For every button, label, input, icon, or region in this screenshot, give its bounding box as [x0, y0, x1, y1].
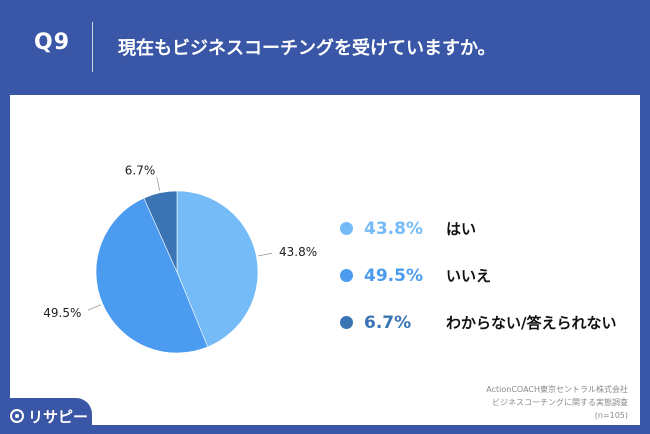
pie-chart: 43.8% 49.5% 6.7% — [43, 163, 317, 354]
logo-mark-icon — [10, 409, 24, 423]
source-line-survey: ビジネスコーチングに関する実態調査 — [492, 398, 628, 407]
legend-label-unsure: わからない/答えられない — [446, 314, 617, 332]
legend-percent-unsure: 6.7% — [364, 312, 412, 333]
legend-percent-yes: 43.8% — [364, 218, 423, 239]
legend-item-no: 49.5% いいえ — [340, 252, 616, 299]
legend-dot-yes — [340, 222, 353, 235]
pie-label-unsure-leader — [156, 177, 161, 191]
pie-label-yes-leader — [258, 252, 273, 257]
pie-slice-no — [95, 197, 209, 354]
legend: 43.8% はい 49.5% いいえ 6.7% わからない/答えられない — [340, 205, 616, 346]
header-banner: Q9 現在もビジネスコーチングを受けていますか。 — [0, 0, 650, 95]
pie-label-yes: 43.8% — [279, 245, 317, 259]
legend-label-no: いいえ — [446, 267, 492, 285]
question-number: Q9 — [34, 30, 71, 55]
legend-item-yes: 43.8% はい — [340, 205, 616, 252]
source-note: ActionCOACH東京セントラル株式会社 ビジネスコーチングに関する実態調査… — [486, 383, 628, 422]
logo-text: リサピー — [28, 407, 89, 426]
legend-dot-no — [340, 269, 353, 282]
chart-card: 43.8% 49.5% 6.7% 43.8% はい 49.5% いいえ 6.7% わ… — [10, 95, 640, 425]
source-line-company: ActionCOACH東京セントラル株式会社 — [486, 385, 628, 394]
legend-item-unsure: 6.7% わからない/答えられない — [340, 299, 616, 346]
legend-dot-unsure — [340, 316, 353, 329]
pie-label-unsure: 6.7% — [125, 163, 156, 177]
brand-logo: リサピー — [0, 398, 92, 434]
legend-percent-no: 49.5% — [364, 265, 423, 286]
legend-label-yes: はい — [446, 220, 477, 238]
pie-slice-unsure — [143, 190, 178, 273]
header-divider — [92, 22, 93, 72]
source-line-sample: (n=105) — [594, 411, 628, 420]
pie-label-no: 49.5% — [43, 306, 81, 320]
pie-slice-yes — [176, 190, 259, 348]
question-text: 現在もビジネスコーチングを受けていますか。 — [118, 38, 496, 59]
pie-label-no-leader — [87, 304, 101, 311]
